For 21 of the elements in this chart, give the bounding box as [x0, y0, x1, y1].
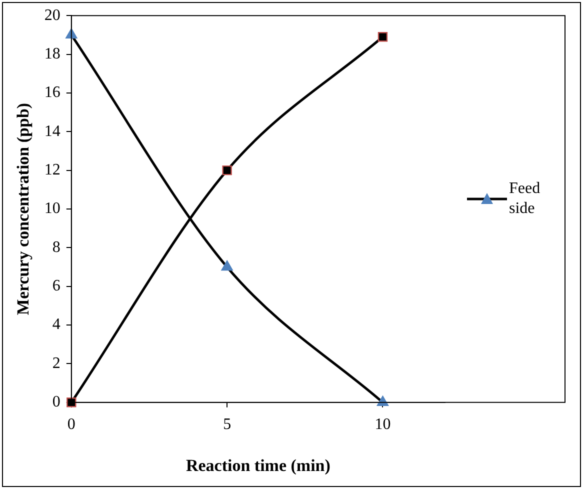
x-tick-label: 0 [67, 416, 76, 434]
x-tick-label: 5 [223, 416, 232, 434]
y-tick-label: 18 [44, 45, 60, 62]
x-tick-label: 10 [374, 416, 391, 434]
x-axis-title: Reaction time (min) [186, 456, 330, 476]
y-tick-label: 10 [44, 200, 60, 218]
y-tick-label: 6 [52, 278, 60, 295]
y-tick-label: 4 [52, 316, 60, 334]
y-axis-title: Mercury concentration (ppb) [14, 102, 33, 316]
point [222, 165, 232, 176]
y-tick-label: 16 [44, 84, 60, 102]
point [221, 260, 233, 271]
y-tick-label: 20 [44, 6, 60, 24]
y-tick-label: 2 [52, 354, 60, 372]
y-tick-label: 8 [52, 238, 60, 256]
legend-label: Feed side [509, 179, 542, 219]
point [376, 396, 389, 406]
y-tick-label: 12 [44, 162, 60, 179]
y-tick-label: 14 [44, 122, 60, 140]
point [378, 32, 388, 42]
y-tick-label: 0 [52, 394, 60, 411]
